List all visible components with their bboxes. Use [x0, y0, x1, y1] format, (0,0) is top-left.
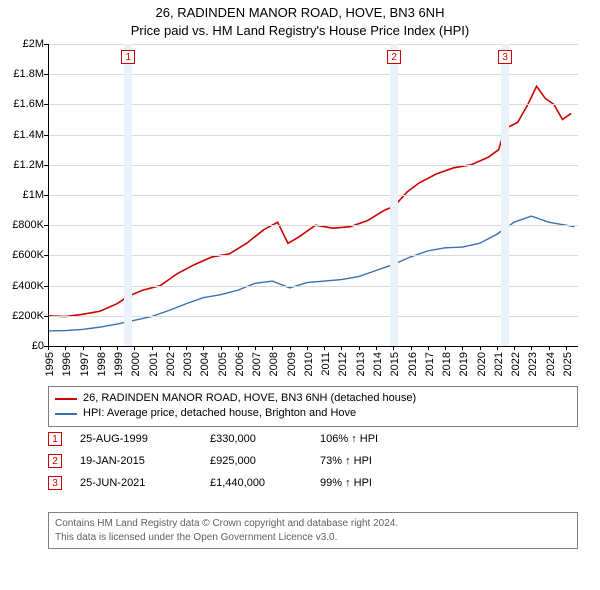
sales-pct: 99% ↑ HPI	[320, 477, 460, 489]
x-tick-label: 1998	[92, 352, 108, 376]
y-tick-label: £200K	[12, 310, 48, 322]
x-axis	[48, 346, 578, 347]
plot-area: £0£200K£400K£600K£800K£1M£1.2M£1.4M£1.6M…	[48, 44, 578, 346]
x-tick-label: 2001	[144, 352, 160, 376]
x-tick-label: 2006	[230, 352, 246, 376]
x-tick-label: 2013	[351, 352, 367, 376]
x-tick-label: 2016	[403, 352, 419, 376]
sales-date: 25‑AUG‑1999	[62, 433, 210, 445]
x-tick-label: 2002	[161, 352, 177, 376]
x-tick-label: 2020	[472, 352, 488, 376]
title-block: 26, RADINDEN MANOR ROAD, HOVE, BN3 6NH P…	[0, 0, 600, 39]
sales-date: 25‑JUN‑2021	[62, 477, 210, 489]
x-tick-label: 1997	[75, 352, 91, 376]
x-tick-label: 2008	[264, 352, 280, 376]
sales-price: £1,440,000	[210, 477, 320, 489]
x-tick-label: 2019	[454, 352, 470, 376]
x-tick-label: 2014	[368, 352, 384, 376]
x-tick-label: 2011	[316, 352, 332, 376]
legend-label: 26, RADINDEN MANOR ROAD, HOVE, BN3 6NH (…	[83, 391, 416, 406]
x-tick-label: 2012	[333, 352, 349, 376]
marker-badge: 2	[387, 50, 401, 64]
x-tick-label: 1999	[109, 352, 125, 376]
x-tick-label: 2004	[195, 352, 211, 376]
x-tick-label: 2025	[558, 352, 574, 376]
y-tick-label: £800K	[12, 219, 48, 231]
x-tick-label: 2021	[489, 352, 505, 376]
chart-container: 26, RADINDEN MANOR ROAD, HOVE, BN3 6NH P…	[0, 0, 600, 590]
sales-row: 219‑JAN‑2015£925,00073% ↑ HPI	[48, 454, 460, 468]
x-tick-label: 1996	[57, 352, 73, 376]
footer-line-2: This data is licensed under the Open Gov…	[55, 531, 571, 545]
y-tick-label: £400K	[12, 280, 48, 292]
sales-badge: 2	[48, 454, 62, 468]
marker-badge: 3	[498, 50, 512, 64]
x-tick-label: 2023	[523, 352, 539, 376]
legend-swatch	[55, 398, 77, 400]
marker-band	[390, 44, 398, 346]
x-tick-label: 2017	[420, 352, 436, 376]
x-tick-label: 2024	[541, 352, 557, 376]
sales-row: 325‑JUN‑2021£1,440,00099% ↑ HPI	[48, 476, 460, 490]
x-tick-label: 2015	[385, 352, 401, 376]
sales-table: 125‑AUG‑1999£330,000106% ↑ HPI 219‑JAN‑20…	[48, 432, 460, 498]
sales-price: £330,000	[210, 433, 320, 445]
x-tick-label: 2003	[178, 352, 194, 376]
marker-band	[124, 44, 132, 346]
y-tick-label: £1.2M	[13, 159, 48, 171]
x-tick-label: 2005	[213, 352, 229, 376]
y-tick-label: £1.6M	[13, 98, 48, 110]
legend-label: HPI: Average price, detached house, Brig…	[83, 406, 356, 421]
y-tick-label: £1.8M	[13, 68, 48, 80]
sales-price: £925,000	[210, 455, 320, 467]
x-tick-label: 1995	[40, 352, 56, 376]
sales-pct: 106% ↑ HPI	[320, 433, 460, 445]
title-line-1: 26, RADINDEN MANOR ROAD, HOVE, BN3 6NH	[0, 4, 600, 22]
x-tick-label: 2007	[247, 352, 263, 376]
legend: 26, RADINDEN MANOR ROAD, HOVE, BN3 6NH (…	[48, 386, 578, 427]
x-tick-label: 2010	[299, 352, 315, 376]
footer-line-1: Contains HM Land Registry data © Crown c…	[55, 517, 571, 531]
y-tick-label: £600K	[12, 249, 48, 261]
legend-row: HPI: Average price, detached house, Brig…	[55, 406, 571, 421]
x-tick-label: 2009	[282, 352, 298, 376]
sales-row: 125‑AUG‑1999£330,000106% ↑ HPI	[48, 432, 460, 446]
x-tick-label: 2018	[437, 352, 453, 376]
sales-badge: 1	[48, 432, 62, 446]
marker-band	[501, 44, 509, 346]
footer: Contains HM Land Registry data © Crown c…	[48, 512, 578, 549]
sales-date: 19‑JAN‑2015	[62, 455, 210, 467]
sales-badge: 3	[48, 476, 62, 490]
legend-swatch	[55, 413, 77, 415]
sales-pct: 73% ↑ HPI	[320, 455, 460, 467]
marker-badge: 1	[121, 50, 135, 64]
x-tick-label: 2022	[506, 352, 522, 376]
x-tick-label: 2000	[126, 352, 142, 376]
y-tick-label: £1.4M	[13, 129, 48, 141]
y-axis	[48, 44, 49, 346]
title-line-2: Price paid vs. HM Land Registry's House …	[0, 22, 600, 40]
legend-row: 26, RADINDEN MANOR ROAD, HOVE, BN3 6NH (…	[55, 391, 571, 406]
